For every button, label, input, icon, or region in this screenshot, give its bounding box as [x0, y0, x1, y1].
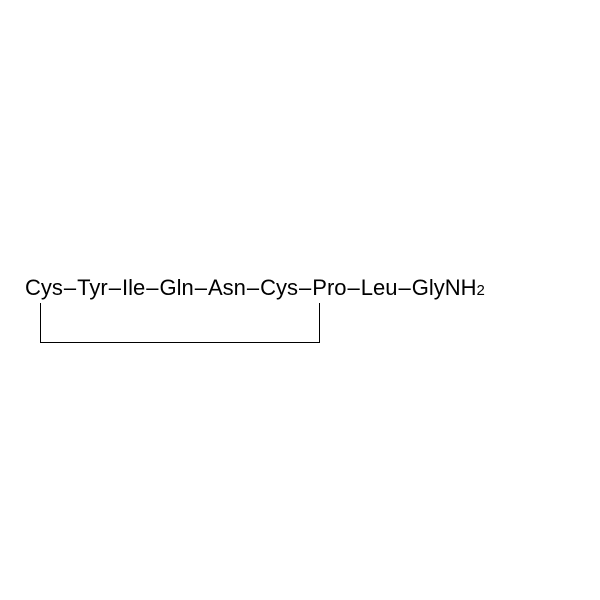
disulfide-bridge — [40, 303, 320, 343]
residue-ile: Ile — [122, 275, 145, 301]
bridge-bottom-line — [40, 342, 320, 343]
separator: – — [64, 275, 76, 301]
residue-cys-1: Cys — [25, 275, 63, 301]
separator: – — [398, 275, 410, 301]
separator: – — [299, 275, 311, 301]
residue-pro: Pro — [312, 275, 346, 301]
residue-tyr: Tyr — [77, 275, 108, 301]
residue-gly: Gly — [412, 275, 445, 301]
bridge-left-line — [40, 303, 41, 343]
peptide-diagram: Cys – Tyr – Ile – Gln – Asn – Cys – Pro … — [0, 275, 600, 301]
residue-leu: Leu — [361, 275, 398, 301]
terminal-subscript: 2 — [477, 282, 485, 299]
terminal-nh: NH — [445, 275, 477, 301]
separator: – — [146, 275, 158, 301]
separator: – — [109, 275, 121, 301]
bridge-right-line — [319, 303, 320, 343]
separator: – — [247, 275, 259, 301]
residue-gln: Gln — [159, 275, 193, 301]
separator: – — [195, 275, 207, 301]
separator: – — [348, 275, 360, 301]
residue-asn: Asn — [208, 275, 246, 301]
residue-cys-2: Cys — [260, 275, 298, 301]
peptide-sequence: Cys – Tyr – Ile – Gln – Asn – Cys – Pro … — [0, 275, 600, 301]
